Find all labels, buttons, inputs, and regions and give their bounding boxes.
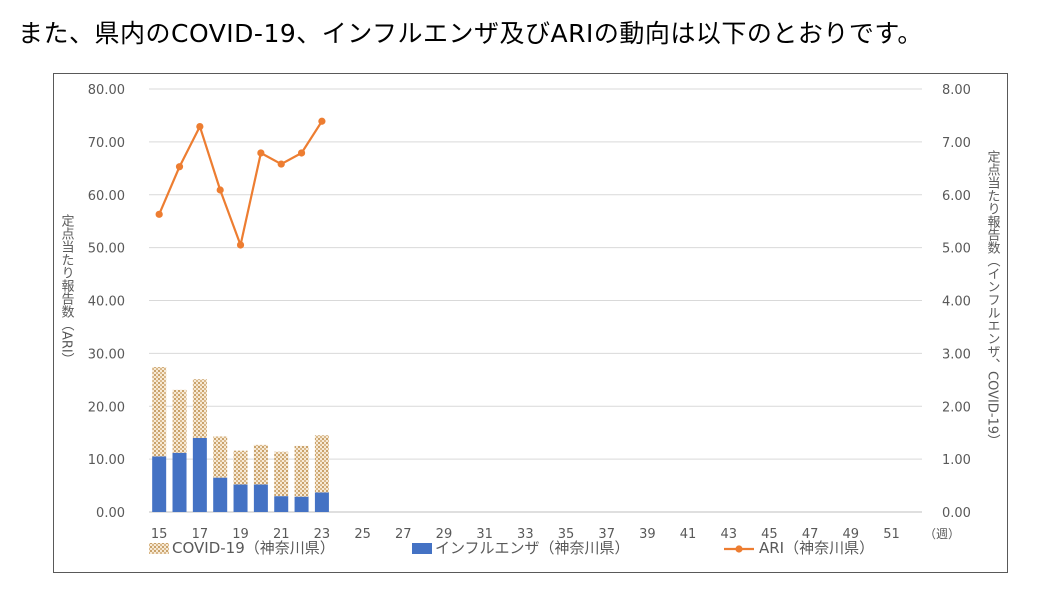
right-tick-label: 4.00 <box>942 295 971 310</box>
influenza-bar <box>294 496 309 512</box>
right-tick-label: 8.00 <box>942 83 971 98</box>
combo-chart: 0.00 10.00 20.00 30.00 40.00 50.00 60.00 70.00 8… <box>59 83 1001 557</box>
x-tick-label: 45 <box>761 527 778 542</box>
x-tick-label: 35 <box>558 527 575 542</box>
left-tick-label: 60.00 <box>88 189 125 204</box>
left-tick-label: 70.00 <box>88 136 125 151</box>
influenza-bar <box>274 496 289 512</box>
x-tick-label: 49 <box>843 527 860 542</box>
left-tick-label: 40.00 <box>88 295 125 310</box>
influenza-bar <box>192 437 207 512</box>
ari-line <box>158 120 323 247</box>
page-heading: また、県内のCOVID-19、インフルエンザ及びARIの動向は以下のとおりです。 <box>18 19 923 48</box>
x-axis-unit-label: （週） <box>924 527 960 541</box>
x-tick-label: 23 <box>314 527 331 542</box>
covid-bar <box>253 444 268 485</box>
x-tick-label: 43 <box>720 527 737 542</box>
influenza-bar <box>233 484 248 512</box>
legend-influenza-swatch <box>412 543 432 554</box>
chart-frame: 0.00 10.00 20.00 30.00 40.00 50.00 60.00 70.00 8… <box>53 73 1008 573</box>
x-tick-label: 47 <box>802 527 819 542</box>
x-tick-label: 41 <box>680 527 697 542</box>
ari-point <box>155 210 163 218</box>
left-tick-label: 10.00 <box>88 453 125 468</box>
influenza-bar <box>172 452 187 512</box>
right-tick-label: 7.00 <box>942 136 971 151</box>
left-tick-label: 30.00 <box>88 347 125 362</box>
ari-point <box>196 122 204 131</box>
legend-covid-label: COVID-19（神奈川県） <box>172 539 335 557</box>
left-tick-label: 20.00 <box>88 400 125 415</box>
legend: COVID-19（神奈川県） インフルエンザ（神奈川県） ARI（神奈川県） <box>149 539 874 557</box>
covid-bar <box>172 389 187 453</box>
left-tick-label: 50.00 <box>88 242 125 257</box>
bar-series-group <box>152 367 329 512</box>
right-tick-label: 2.00 <box>942 400 971 415</box>
ari-point <box>277 160 285 168</box>
covid-bar <box>213 436 228 478</box>
x-tick-label: 51 <box>883 527 900 542</box>
right-tick-label: 5.00 <box>942 242 971 257</box>
right-tick-label: 3.00 <box>942 347 971 362</box>
x-tick-label: 15 <box>151 527 168 542</box>
influenza-bar <box>213 477 228 512</box>
influenza-bar <box>152 456 167 512</box>
x-tick-label: 31 <box>476 527 493 542</box>
legend-covid-swatch <box>149 543 169 554</box>
ari-point <box>257 149 265 157</box>
right-tick-label: 0.00 <box>942 506 971 521</box>
right-axis-title: 定点当たり報告数（インフルエンザ、COVID-19） <box>985 150 1001 447</box>
left-tick-label: 0.00 <box>96 506 125 521</box>
ari-point <box>175 163 184 171</box>
covid-bar <box>192 379 207 438</box>
covid-bar <box>314 435 329 493</box>
x-tick-label: 25 <box>354 527 371 542</box>
ari-point <box>318 117 326 125</box>
ari-line-group <box>155 117 326 249</box>
x-tick-label: 27 <box>395 527 412 542</box>
covid-bar <box>274 451 289 497</box>
legend-ari-label: ARI（神奈川県） <box>759 539 874 557</box>
legend-ari-marker <box>735 545 743 553</box>
ari-point <box>236 241 245 249</box>
left-tick-label: 80.00 <box>88 83 125 98</box>
covid-bar <box>294 445 309 497</box>
covid-bar <box>233 450 248 485</box>
axis-labels-group: 0.00 10.00 20.00 30.00 40.00 50.00 60.00 70.00 8… <box>59 83 1001 542</box>
covid-bar <box>152 367 167 457</box>
influenza-bar <box>314 492 329 512</box>
x-tick-label: 21 <box>273 527 290 542</box>
left-axis-title: 定点当たり報告数（ARI） <box>59 214 75 366</box>
right-tick-label: 1.00 <box>942 453 971 468</box>
legend-influenza-label: インフルエンザ（神奈川県） <box>435 539 630 557</box>
x-tick-label: 37 <box>598 527 615 542</box>
x-tick-label: 29 <box>436 527 453 542</box>
ari-point <box>216 186 224 194</box>
ari-point <box>297 149 306 157</box>
x-tick-label: 39 <box>639 527 656 542</box>
right-tick-label: 6.00 <box>942 189 971 204</box>
x-tick-label: 17 <box>192 527 209 542</box>
influenza-bar <box>253 484 268 512</box>
x-tick-label: 19 <box>232 527 249 542</box>
x-tick-label: 33 <box>517 527 534 542</box>
